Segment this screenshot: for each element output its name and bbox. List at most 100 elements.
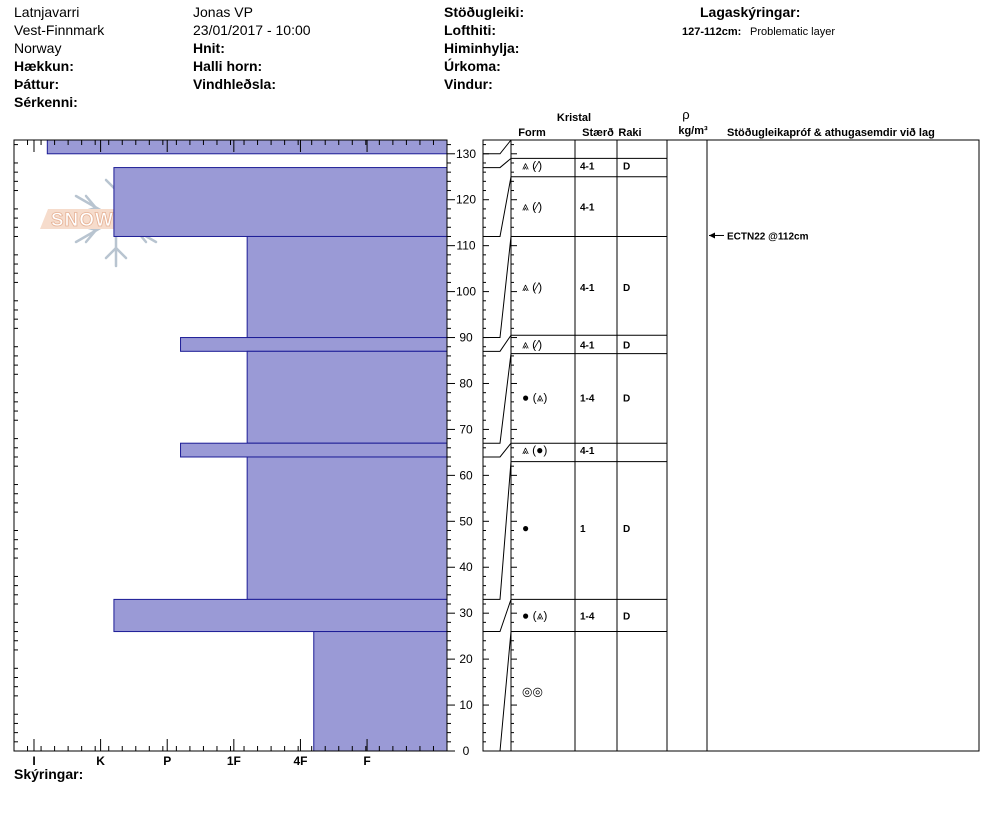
boundary-connector — [483, 334, 512, 352]
stability-label: Stöðugleiki: — [444, 4, 524, 20]
location-name: Latnjavarri — [14, 4, 79, 20]
elevation-label: Hækkun: — [14, 58, 74, 74]
crystal-form: ⩓ (⁄) — [522, 337, 542, 351]
crystal-moisture: D — [623, 161, 630, 172]
crystal-form: ● — [522, 521, 529, 535]
hardness-layer-bar — [246, 350, 448, 444]
boundary-connector — [483, 631, 512, 752]
depth-tick-label: 50 — [459, 514, 473, 528]
crystal-table — [482, 139, 980, 752]
test-result: ECTN22 @112cm — [727, 231, 809, 242]
slope-label: Halli horn: — [193, 58, 262, 74]
hardness-layer-bar — [246, 456, 448, 600]
boundary-connector — [483, 442, 512, 458]
region: Vest-Finnmark — [14, 22, 105, 38]
crystal-form: ⩓ (⁄) — [522, 158, 542, 172]
crystal-table-header: Kristal Form Stærð Raki ρ kg/m³ Stöðugle… — [518, 107, 935, 139]
hardness-layer-bar — [180, 337, 448, 352]
crystal-size: 4-1 — [580, 203, 595, 214]
depth-tick-label: 100 — [456, 285, 476, 299]
depth-tick-label: 10 — [459, 698, 473, 712]
crystal-size: 1-4 — [580, 393, 595, 404]
hardness-tick-label: P — [163, 754, 171, 768]
crystal-form: ● (⩓) — [522, 390, 547, 404]
country: Norway — [14, 40, 61, 56]
table-frame — [482, 139, 980, 752]
specifics-label: Sérkenni: — [14, 94, 78, 110]
depth-axis: 0 10 20 30 40 50 60 70 80 90 100 110 120 130 — [14, 144, 517, 758]
hardness-layer-bar — [46, 139, 448, 155]
depth-tick-label: 80 — [459, 376, 473, 390]
crystal-moisture: D — [623, 524, 630, 535]
hardness-tick-label: 1F — [227, 754, 241, 768]
crystal-size: 1-4 — [580, 611, 595, 622]
boundary-connector — [483, 157, 512, 169]
crystal-rows: ⩓ (⁄) 4-1 D ⩓ (⁄) 4-1 ⩓ (⁄) 4-1 D ⩓ (⁄) 4-1 D ● (⩓)… — [483, 139, 667, 752]
hardness-tick-label: I — [32, 754, 35, 768]
depth-tick-label: 0 — [463, 744, 470, 758]
aspect-label: Þáttur: — [14, 76, 59, 92]
depth-tick-label: 70 — [459, 422, 473, 436]
crystal-form: ◎◎ — [522, 684, 543, 698]
boundary-connector — [483, 353, 512, 444]
observer: Jonas VP — [193, 4, 253, 20]
crystal-moisture: D — [623, 393, 630, 404]
depth-tick-label: 40 — [459, 560, 473, 574]
moisture-header: Raki — [618, 127, 641, 139]
crystal-form: ⩓ (⁄) — [522, 200, 542, 214]
crystal-form: ⩓ (●) — [522, 443, 547, 457]
coords-label: Hnit: — [193, 40, 225, 56]
air-temp-label: Lofthiti: — [444, 22, 496, 38]
precip-label: Úrkoma: — [444, 57, 501, 74]
form-header: Form — [518, 127, 546, 139]
boundary-connector — [483, 139, 512, 155]
hardness-layer-bar — [113, 167, 448, 237]
hardness-layer-bar — [180, 442, 448, 458]
size-header: Stærð — [582, 127, 614, 139]
wind-loading-label: Vindhleðsla: — [193, 76, 276, 92]
hardness-layer-bar — [313, 631, 448, 752]
crystal-form: ⩓ (⁄) — [522, 280, 542, 294]
depth-tick-label: 130 — [456, 147, 476, 161]
crystal-size: 4-1 — [580, 340, 595, 351]
boundary-connector — [483, 176, 512, 237]
boundary-connector — [483, 599, 512, 633]
notes-label: Skýringar: — [14, 766, 83, 782]
depth-tick-label: 60 — [459, 468, 473, 482]
tests-header: Stöðugleikapróf & athugasemdir við lag — [727, 127, 935, 139]
density-symbol: ρ — [682, 107, 689, 122]
layer-note-text: Problematic layer — [750, 26, 835, 38]
depth-tick-label: 20 — [459, 652, 473, 666]
header: Latnjavarri Vest-Finnmark Norway Hækkun:… — [14, 4, 835, 110]
density-unit: kg/m³ — [678, 125, 708, 137]
wind-label: Vindur: — [444, 76, 493, 92]
crystal-moisture: D — [623, 340, 630, 351]
crystal-moisture: D — [623, 283, 630, 294]
hardness-layers — [46, 139, 448, 752]
depth-tick-label: 120 — [456, 193, 476, 207]
hardness-tick-label: K — [96, 754, 105, 768]
depth-tick-label: 30 — [459, 606, 473, 620]
crystal-form: ● (⩓) — [522, 608, 547, 622]
depth-tick-label: 110 — [456, 239, 475, 253]
stability-tests: ECTN22 @112cm — [709, 231, 809, 242]
hardness-axis: I K P 1F 4F F — [27, 140, 434, 768]
boundary-connector — [483, 236, 512, 339]
crystal-size: 4-1 — [580, 446, 595, 457]
crystal-size: 1 — [580, 524, 586, 535]
hardness-layer-bar — [246, 235, 448, 339]
datetime: 23/01/2017 - 10:00 — [193, 22, 311, 38]
depth-tick-label: 90 — [459, 331, 473, 345]
hardness-tick-label: 4F — [293, 754, 307, 768]
arrow-icon — [709, 232, 715, 239]
crystal-size: 4-1 — [580, 161, 595, 172]
layer-note-range: 127-112cm: — [682, 26, 741, 38]
crystal-header: Kristal — [557, 112, 591, 124]
crystal-moisture: D — [623, 611, 630, 622]
sky-label: Himinhylja: — [444, 40, 519, 56]
boundary-connector — [483, 461, 512, 600]
layer-notes-label: Lagaskýringar: — [700, 4, 800, 20]
hardness-tick-label: F — [363, 754, 370, 768]
hardness-layer-bar — [113, 598, 448, 633]
